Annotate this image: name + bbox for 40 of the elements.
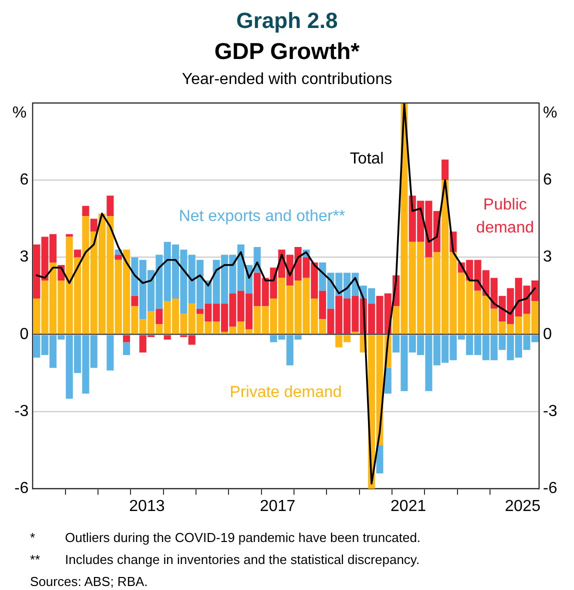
y2-axis-title: % xyxy=(543,104,558,122)
text: * Outliers during the COVID-19 pandemic have been truncated. xyxy=(30,530,421,545)
bar xyxy=(123,342,130,356)
y2-tick-label: 0 xyxy=(543,326,552,343)
x-tick-label: 2021 xyxy=(390,498,426,515)
y2-tick-label: 6 xyxy=(543,172,552,189)
series-label: Public demand xyxy=(476,196,534,237)
bar xyxy=(123,335,130,342)
y-tick-label: 6 xyxy=(20,172,29,189)
y2-tick-label: -6 xyxy=(543,480,558,498)
bar xyxy=(131,296,138,306)
chart-title: Graph 2.8 xyxy=(235,8,339,34)
bar xyxy=(114,254,122,260)
chart-subtitle: GDP Growth* xyxy=(213,38,361,65)
bar xyxy=(376,445,384,474)
y-tick-label: -6 xyxy=(14,480,29,498)
series-label: Net exports and other** xyxy=(178,208,346,226)
bar xyxy=(74,250,82,258)
bar xyxy=(82,206,90,216)
series-label: Private demand xyxy=(230,384,342,401)
y-tick-label: 3 xyxy=(20,248,29,266)
bar xyxy=(164,335,171,340)
bar xyxy=(106,335,114,370)
bar xyxy=(66,234,73,237)
series-label: Total xyxy=(350,150,384,168)
text: Year-ended with contributions xyxy=(180,71,394,89)
y2-tick-label: -3 xyxy=(543,403,558,420)
x-tick-label: 2025 xyxy=(504,498,541,515)
y-axis-title: % xyxy=(12,104,27,122)
source-note: Sources: ABS; RBA. xyxy=(30,573,149,590)
y-tick-label: 0 xyxy=(20,326,29,343)
bar xyxy=(90,218,98,232)
text: ** Includes change in inventories and the statistical discrepancy. xyxy=(30,552,420,567)
bar xyxy=(106,196,114,216)
y2-tick-label: 3 xyxy=(543,248,552,266)
bar xyxy=(442,160,449,180)
x-tick-label: 2017 xyxy=(260,498,296,515)
x-tick-label: 2013 xyxy=(129,498,165,515)
y-tick-label: -3 xyxy=(14,403,29,420)
bar xyxy=(156,308,163,324)
